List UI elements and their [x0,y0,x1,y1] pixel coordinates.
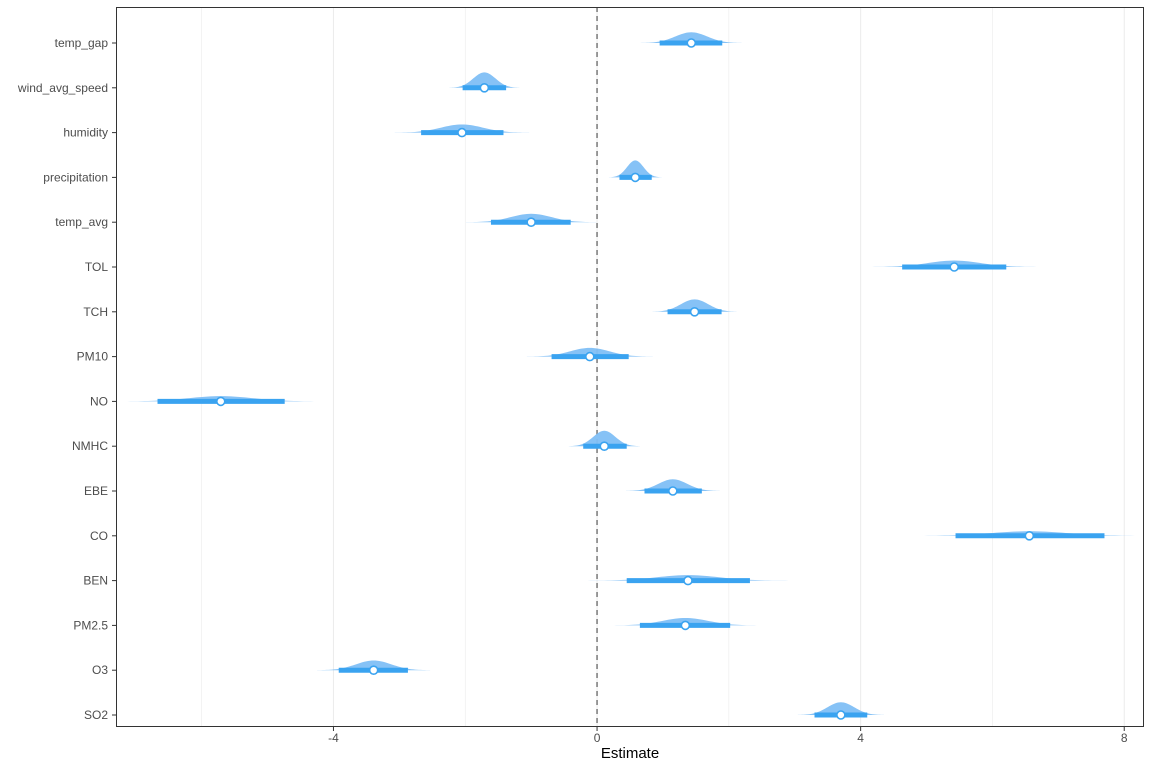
y-tick-label-PM10: PM10 [77,350,109,364]
y-tick-label-temp_avg: temp_avg [55,215,108,229]
y-tick-label-NO: NO [90,394,108,408]
point-SO2 [836,710,846,720]
point-TOL [949,262,960,272]
point-CO [1024,530,1035,541]
x-axis-title: Estimate [601,745,659,762]
density-precipitation [608,160,662,178]
density-NMHC [568,430,640,447]
y-tick-label-humidity: humidity [63,126,108,140]
x-tick-label: 4 [857,731,864,745]
y-tick-label-wind_avg_speed: wind_avg_speed [17,81,108,95]
point-TCH [689,306,700,317]
point-EBE [668,486,678,496]
x-axis: -4 0 4 8 [328,727,1128,745]
x-tick-label: 0 [594,731,601,745]
y-tick-label-temp_gap: temp_gap [55,36,109,50]
density-SO2 [797,702,884,715]
density-EBE [626,479,720,491]
density-TCH [650,299,739,312]
point-precipitation [630,172,641,183]
y-tick-label-CO: CO [90,529,108,543]
x-tick-label: 8 [1121,731,1128,745]
x-tick-label: -4 [328,731,339,745]
grid-lines [201,7,1125,727]
y-tick-label-precipitation: precipitation [43,170,108,184]
y-tick-label-EBE: EBE [84,484,108,498]
y-axis: temp_gap wind_avg_speed humidity precipitat… [17,36,116,722]
point-temp_avg [526,217,536,227]
interval-layer [157,40,1105,718]
point-PM2.5 [680,620,691,631]
panel-border [116,7,1144,727]
density-wind_avg_speed [448,72,520,88]
y-tick-label-PM2.5: PM2.5 [73,618,108,632]
y-tick-label-TOL: TOL [85,260,108,274]
point-humidity [457,127,467,138]
density-temp_gap [640,32,743,43]
point-wind_avg_speed [479,83,490,93]
y-tick-label-SO2: SO2 [84,708,108,722]
point-NMHC [599,441,610,452]
point-temp_gap [686,38,697,48]
y-tick-label-BEN: BEN [83,574,108,588]
point-NO [215,396,226,407]
y-tick-label-O3: O3 [92,663,108,677]
point-layer [215,38,1035,720]
distribution-layer [116,32,1151,715]
point-BEN [683,575,693,586]
point-O3 [368,665,379,676]
point-PM10 [585,351,595,362]
y-tick-label-NMHC: NMHC [72,439,108,453]
y-tick-label-TCH: TCH [83,305,108,319]
